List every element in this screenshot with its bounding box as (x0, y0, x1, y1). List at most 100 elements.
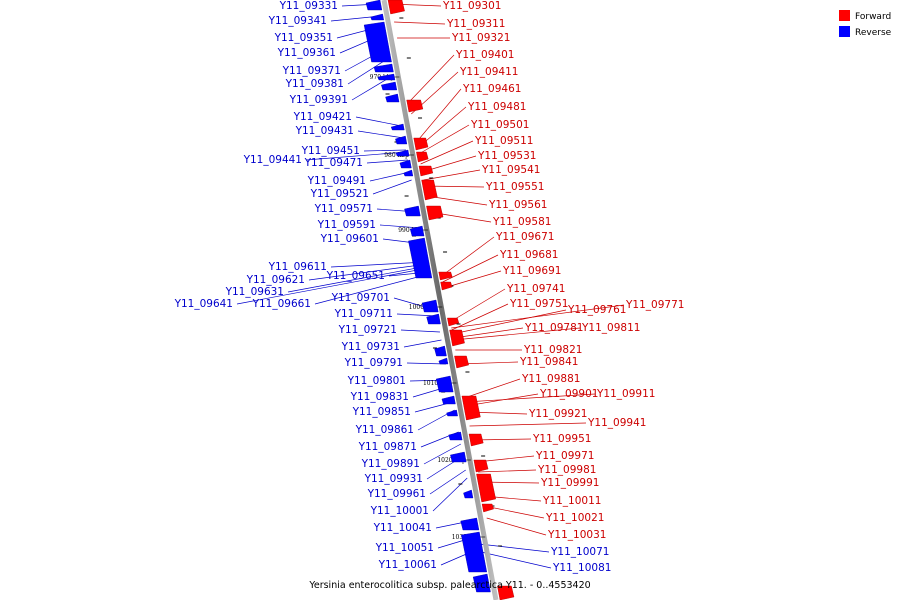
forward-gene-block[interactable] (449, 329, 465, 347)
reverse-gene-block[interactable] (463, 489, 474, 499)
gene-label-Y11_09841[interactable]: Y11_09841 (519, 356, 578, 368)
gene-label-Y11_09731[interactable]: Y11_09731 (341, 341, 400, 353)
reverse-gene-block[interactable] (404, 205, 421, 217)
gene-label-Y11_09901[interactable]: Y11_09901 (539, 388, 598, 400)
forward-gene-block[interactable] (473, 459, 489, 473)
reverse-gene-block[interactable] (409, 225, 425, 237)
gene-label-Y11_09961[interactable]: Y11_09961 (367, 488, 426, 500)
gene-label-Y11_09931[interactable]: Y11_09931 (364, 473, 423, 485)
reverse-gene-block[interactable] (438, 357, 449, 365)
forward-gene-block[interactable] (454, 355, 469, 369)
gene-label-Y11_09601[interactable]: Y11_09601 (320, 233, 379, 245)
forward-gene-block[interactable] (481, 503, 494, 513)
gene-label-Y11_09371[interactable]: Y11_09371 (282, 65, 341, 77)
gene-label-Y11_09531[interactable]: Y11_09531 (477, 150, 536, 162)
reverse-gene-block[interactable] (365, 0, 383, 11)
reverse-gene-block[interactable] (446, 409, 458, 417)
gene-label-Y11_09801[interactable]: Y11_09801 (347, 375, 406, 387)
gene-label-Y11_09521[interactable]: Y11_09521 (310, 188, 369, 200)
gene-label-Y11_09541[interactable]: Y11_09541 (481, 164, 540, 176)
gene-label-Y11_09751[interactable]: Y11_09751 (509, 298, 568, 310)
gene-label-Y11_09781[interactable]: Y11_09781 (524, 322, 583, 334)
gene-label-Y11_10061[interactable]: Y11_10061 (378, 559, 437, 571)
forward-gene-block[interactable] (438, 271, 453, 281)
reverse-gene-block[interactable] (461, 531, 488, 573)
gene-label-Y11_09661[interactable]: Y11_09661 (252, 298, 311, 310)
gene-label-Y11_09851[interactable]: Y11_09851 (352, 406, 411, 418)
forward-gene-block[interactable] (387, 0, 405, 15)
gene-label-Y11_09911[interactable]: Y11_09911 (596, 388, 655, 400)
gene-label-Y11_09301[interactable]: Y11_09301 (442, 0, 501, 12)
gene-label-Y11_09981[interactable]: Y11_09981 (537, 464, 596, 476)
reverse-gene-block[interactable] (373, 63, 394, 73)
gene-label-Y11_09441[interactable]: Y11_09441 (243, 154, 302, 166)
gene-label-Y11_09991[interactable]: Y11_09991 (540, 477, 599, 489)
gene-label-Y11_09501[interactable]: Y11_09501 (470, 119, 529, 131)
gene-label-Y11_10071[interactable]: Y11_10071 (550, 546, 609, 558)
gene-label-Y11_09651[interactable]: Y11_09651 (326, 270, 385, 282)
gene-label-Y11_09401[interactable]: Y11_09401 (455, 49, 514, 61)
reverse-gene-block[interactable] (381, 81, 398, 91)
gene-label-Y11_09451[interactable]: Y11_09451 (301, 145, 360, 157)
reverse-gene-block[interactable] (403, 169, 414, 177)
gene-label-Y11_09551[interactable]: Y11_09551 (485, 181, 544, 193)
reverse-gene-block[interactable] (434, 345, 447, 357)
gene-label-Y11_10051[interactable]: Y11_10051 (375, 542, 434, 554)
forward-gene-block[interactable] (461, 395, 481, 421)
gene-label-Y11_09921[interactable]: Y11_09921 (528, 408, 587, 420)
gene-label-Y11_10041[interactable]: Y11_10041 (373, 522, 432, 534)
gene-label-Y11_09691[interactable]: Y11_09691 (502, 265, 561, 277)
reverse-gene-block[interactable] (395, 149, 410, 157)
gene-label-Y11_09791[interactable]: Y11_09791 (344, 357, 403, 369)
gene-label-Y11_10031[interactable]: Y11_10031 (547, 529, 606, 541)
gene-label-Y11_09721[interactable]: Y11_09721 (338, 324, 397, 336)
reverse-gene-block[interactable] (377, 73, 396, 81)
reverse-gene-block[interactable] (363, 21, 392, 63)
reverse-gene-block[interactable] (426, 313, 441, 325)
reverse-gene-block[interactable] (408, 237, 433, 279)
gene-label-Y11_09641[interactable]: Y11_09641 (174, 298, 233, 310)
reverse-gene-block[interactable] (450, 451, 467, 463)
gene-label-Y11_10081[interactable]: Y11_10081 (552, 562, 611, 574)
gene-label-Y11_09761[interactable]: Y11_09761 (567, 304, 626, 316)
gene-label-Y11_09971[interactable]: Y11_09971 (535, 450, 594, 462)
gene-label-Y11_09431[interactable]: Y11_09431 (295, 125, 354, 137)
gene-label-Y11_09391[interactable]: Y11_09391 (289, 94, 348, 106)
gene-label-Y11_09471[interactable]: Y11_09471 (304, 157, 363, 169)
reverse-gene-block[interactable] (421, 299, 439, 313)
gene-label-Y11_09871[interactable]: Y11_09871 (358, 441, 417, 453)
forward-gene-block[interactable] (416, 151, 429, 163)
gene-label-Y11_09621[interactable]: Y11_09621 (246, 274, 305, 286)
reverse-gene-block[interactable] (399, 159, 412, 169)
gene-label-Y11_09411[interactable]: Y11_09411 (459, 66, 518, 78)
gene-label-Y11_09951[interactable]: Y11_09951 (532, 433, 591, 445)
reverse-gene-block[interactable] (385, 93, 400, 103)
gene-label-Y11_10001[interactable]: Y11_10001 (370, 505, 429, 517)
gene-label-Y11_09561[interactable]: Y11_09561 (488, 199, 547, 211)
forward-gene-block[interactable] (426, 205, 444, 221)
forward-gene-block[interactable] (418, 165, 434, 177)
gene-label-Y11_09421[interactable]: Y11_09421 (293, 111, 352, 123)
gene-label-Y11_09701[interactable]: Y11_09701 (331, 292, 390, 304)
forward-gene-block[interactable] (413, 137, 429, 151)
gene-label-Y11_09461[interactable]: Y11_09461 (462, 83, 521, 95)
reverse-gene-block[interactable] (370, 13, 384, 21)
gene-label-Y11_09511[interactable]: Y11_09511 (474, 135, 533, 147)
gene-label-Y11_09361[interactable]: Y11_09361 (277, 47, 336, 59)
reverse-gene-block[interactable] (435, 375, 454, 393)
reverse-gene-block[interactable] (448, 431, 463, 441)
reverse-gene-block[interactable] (460, 517, 480, 531)
gene-label-Y11_09771[interactable]: Y11_09771 (625, 299, 684, 311)
gene-label-Y11_09811[interactable]: Y11_09811 (581, 322, 640, 334)
gene-label-Y11_09881[interactable]: Y11_09881 (521, 373, 580, 385)
gene-label-Y11_09571[interactable]: Y11_09571 (314, 203, 373, 215)
gene-label-Y11_09481[interactable]: Y11_09481 (467, 101, 526, 113)
gene-label-Y11_09491[interactable]: Y11_09491 (307, 175, 366, 187)
reverse-gene-block[interactable] (472, 573, 491, 593)
gene-label-Y11_09341[interactable]: Y11_09341 (268, 15, 327, 27)
gene-label-Y11_10021[interactable]: Y11_10021 (545, 512, 604, 524)
gene-label-Y11_09351[interactable]: Y11_09351 (274, 32, 333, 44)
gene-label-Y11_09941[interactable]: Y11_09941 (587, 417, 646, 429)
gene-label-Y11_09711[interactable]: Y11_09711 (334, 308, 393, 320)
gene-label-Y11_09591[interactable]: Y11_09591 (317, 219, 376, 231)
